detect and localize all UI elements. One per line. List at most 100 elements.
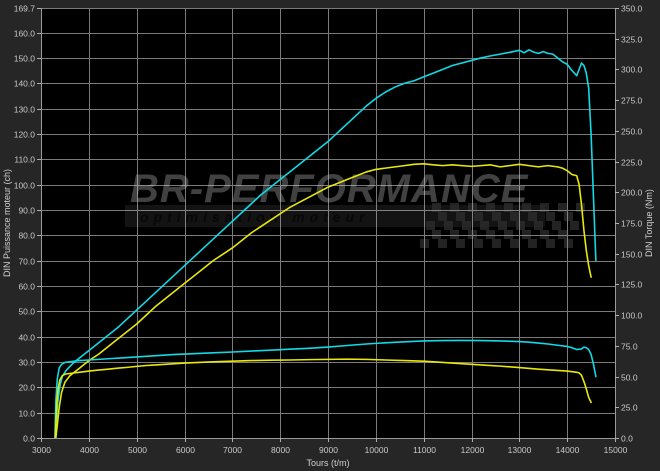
- x-tick-label: 3000: [32, 445, 51, 455]
- y-tick-label-left: 30.0: [18, 358, 35, 368]
- flag-cell: [540, 203, 549, 212]
- flag-cell: [558, 203, 567, 212]
- flag-cell: [528, 239, 537, 248]
- y-tick-label-left: 40.0: [18, 333, 35, 343]
- watermark-bar: [125, 205, 545, 227]
- y-tick-label-left: 110.0: [14, 155, 35, 165]
- flag-cell: [438, 239, 447, 248]
- flag-cell: [576, 203, 585, 212]
- flag-cell: [468, 230, 477, 239]
- y-tick-label-right: 125.0: [621, 280, 643, 290]
- y-tick-label-left: 169.7: [14, 4, 36, 14]
- y-tick-label-right: 200.0: [621, 188, 643, 198]
- x-tick-label: 14000: [556, 445, 580, 455]
- y-tick-label-left: 20.0: [18, 383, 35, 393]
- flag-cell: [474, 212, 483, 221]
- flag-cell: [456, 239, 465, 248]
- y-tick-label-right: 25.0: [621, 403, 638, 413]
- flag-cell: [528, 212, 537, 221]
- flag-cell: [498, 221, 507, 230]
- flag-cell: [432, 230, 441, 239]
- flag-cell: [456, 212, 465, 221]
- x-tick-label: 11000: [413, 445, 436, 455]
- x-tick-label: 13000: [508, 445, 532, 455]
- y-tick-label-right: 50.0: [621, 373, 638, 383]
- y-tick-label-right: 150.0: [621, 250, 643, 260]
- flag-cell: [534, 221, 543, 230]
- x-tick-label: 7000: [223, 445, 242, 455]
- series-line-2: [54, 339, 597, 439]
- flag-cell: [504, 230, 513, 239]
- series-line-1: [55, 163, 592, 439]
- y-tick-label-left: 10.0: [18, 409, 35, 419]
- flag-cell: [558, 230, 567, 239]
- y-tick-label-left: 150.0: [14, 54, 36, 64]
- x-tick-label: 15000: [604, 445, 628, 455]
- flag-cell: [438, 212, 447, 221]
- flag-cell: [516, 221, 525, 230]
- y-tick-label-left: 140.0: [14, 79, 36, 89]
- data-series: [54, 49, 597, 439]
- flag-cell: [564, 212, 573, 221]
- y-tick-label-right: 0.0: [621, 434, 633, 444]
- flag-cell: [570, 221, 579, 230]
- flag-cell: [426, 221, 435, 230]
- flag-cell: [546, 239, 555, 248]
- gridlines: [41, 8, 616, 439]
- x-tick-label: 9000: [319, 445, 338, 455]
- y-tick-label-left: 80.0: [18, 231, 35, 241]
- flag-cell: [504, 203, 513, 212]
- x-tick-label: 8000: [271, 445, 290, 455]
- x-tick-label: 12000: [461, 445, 485, 455]
- flag-cell: [510, 212, 519, 221]
- y-tick-label-right: 350.0: [621, 4, 643, 14]
- y-axis-title-right: DIN Torque (Nm): [644, 189, 654, 257]
- flag-cell: [462, 221, 471, 230]
- y-tick-label-left: 90.0: [18, 206, 35, 216]
- axis-labels: 0.0 10.0 20.0 30.0 40.0 50.0 60.0 70.0 80.0 90.0 1…: [2, 4, 654, 469]
- flag-cell: [522, 203, 531, 212]
- flag-cell: [522, 230, 531, 239]
- flag-cell: [486, 230, 495, 239]
- y-tick-label-right: 175.0: [621, 219, 643, 229]
- y-tick-label-right: 325.0: [621, 35, 643, 45]
- flag-cell: [444, 221, 453, 230]
- y-tick-label-right: 275.0: [621, 96, 643, 106]
- flag-cell: [492, 212, 501, 221]
- y-tick-label-right: 75.0: [621, 342, 638, 352]
- y-tick-label-left: 160.0: [14, 29, 36, 39]
- flag-cell: [492, 239, 501, 248]
- y-axis-title-left: DIN Puissance moteur (ch): [2, 169, 12, 277]
- y-tick-label-left: 130.0: [14, 105, 36, 115]
- y-tick-label-left: 0.0: [23, 434, 35, 444]
- y-tick-label-right: 250.0: [621, 127, 643, 137]
- flag-cell: [468, 203, 477, 212]
- checkered-flag-icon: [420, 203, 585, 248]
- x-tick-label: 10000: [365, 445, 389, 455]
- y-tick-label-right: 300.0: [621, 65, 643, 75]
- x-tick-label: 4000: [80, 445, 99, 455]
- flag-cell: [432, 203, 441, 212]
- flag-cell: [450, 203, 459, 212]
- flag-cell: [540, 230, 549, 239]
- y-tick-label-left: 50.0: [18, 307, 35, 317]
- flag-cell: [420, 239, 429, 248]
- y-tick-label-left: 120.0: [14, 130, 36, 140]
- flag-cell: [450, 230, 459, 239]
- flag-cell: [546, 212, 555, 221]
- flag-cell: [552, 221, 561, 230]
- watermark-brand-text: BR-PERFORMANCE: [130, 167, 529, 211]
- flag-cell: [474, 239, 483, 248]
- y-tick-label-left: 60.0: [18, 282, 35, 292]
- series-line-3: [54, 358, 592, 439]
- x-tick-label: 5000: [128, 445, 147, 455]
- flag-cell: [486, 203, 495, 212]
- x-tick-label: 6000: [176, 445, 195, 455]
- x-axis-title: Tours (t/m): [306, 458, 349, 468]
- y-tick-label-right: 225.0: [621, 158, 643, 168]
- flag-cell: [480, 221, 489, 230]
- flag-cell: [510, 239, 519, 248]
